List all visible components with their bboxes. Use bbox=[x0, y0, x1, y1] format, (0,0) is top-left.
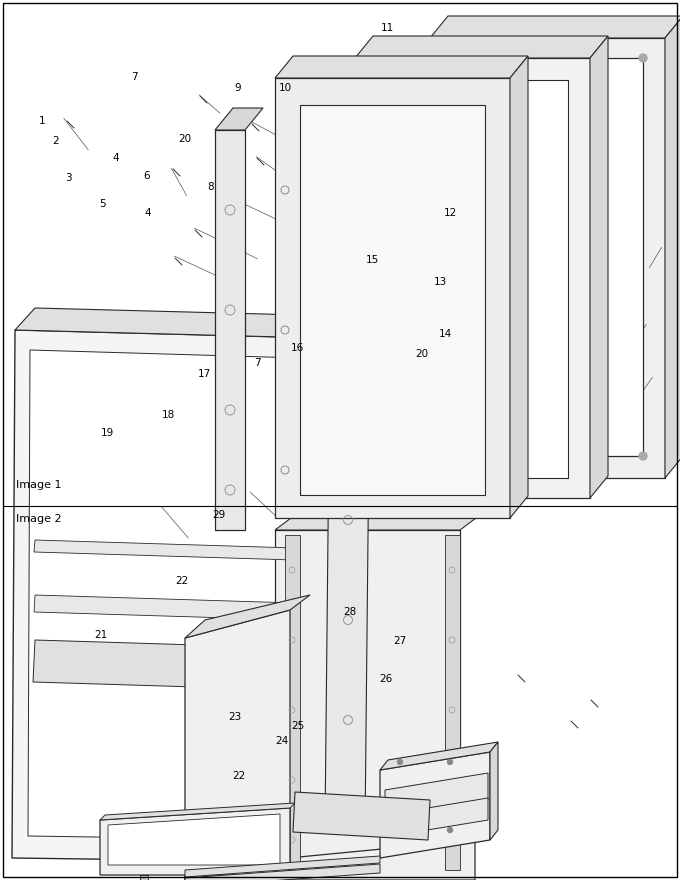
Polygon shape bbox=[325, 338, 370, 830]
Text: 2: 2 bbox=[52, 136, 59, 146]
Text: Image 1: Image 1 bbox=[16, 480, 61, 490]
Text: 16: 16 bbox=[291, 342, 305, 353]
Text: 1: 1 bbox=[39, 116, 46, 127]
Polygon shape bbox=[100, 803, 295, 820]
Polygon shape bbox=[300, 105, 485, 495]
Text: 17: 17 bbox=[197, 369, 211, 379]
Text: 21: 21 bbox=[94, 630, 107, 641]
Text: 6: 6 bbox=[143, 171, 150, 181]
Circle shape bbox=[447, 759, 452, 765]
Text: 22: 22 bbox=[233, 771, 246, 781]
Text: 4: 4 bbox=[145, 208, 152, 218]
Polygon shape bbox=[445, 535, 460, 870]
Polygon shape bbox=[490, 742, 498, 840]
Text: 24: 24 bbox=[275, 736, 289, 746]
Polygon shape bbox=[34, 595, 295, 620]
Text: 7: 7 bbox=[254, 357, 260, 368]
Text: 8: 8 bbox=[207, 181, 214, 192]
Polygon shape bbox=[285, 535, 300, 870]
Polygon shape bbox=[385, 773, 488, 817]
Polygon shape bbox=[275, 78, 510, 518]
Polygon shape bbox=[380, 752, 490, 858]
Text: 13: 13 bbox=[434, 276, 447, 287]
Polygon shape bbox=[430, 16, 680, 38]
Polygon shape bbox=[12, 330, 320, 862]
Text: 18: 18 bbox=[162, 410, 175, 421]
Polygon shape bbox=[34, 540, 295, 560]
Text: 26: 26 bbox=[379, 674, 393, 685]
Polygon shape bbox=[430, 38, 665, 478]
Polygon shape bbox=[15, 308, 340, 338]
Polygon shape bbox=[385, 798, 488, 837]
Polygon shape bbox=[590, 36, 608, 498]
Text: 27: 27 bbox=[393, 635, 407, 646]
Polygon shape bbox=[293, 792, 430, 840]
Circle shape bbox=[447, 827, 452, 832]
Text: 15: 15 bbox=[366, 254, 379, 265]
Polygon shape bbox=[185, 610, 290, 880]
Text: 9: 9 bbox=[235, 83, 241, 93]
Polygon shape bbox=[377, 80, 568, 478]
Circle shape bbox=[639, 452, 647, 460]
Circle shape bbox=[639, 54, 647, 62]
Text: 12: 12 bbox=[443, 208, 457, 218]
Text: 20: 20 bbox=[415, 348, 428, 359]
Polygon shape bbox=[355, 36, 608, 58]
Circle shape bbox=[398, 827, 403, 832]
Polygon shape bbox=[108, 814, 280, 865]
Polygon shape bbox=[665, 16, 680, 478]
Polygon shape bbox=[33, 640, 295, 690]
Polygon shape bbox=[28, 350, 300, 840]
Polygon shape bbox=[275, 530, 460, 875]
Circle shape bbox=[448, 54, 456, 62]
Polygon shape bbox=[215, 130, 245, 530]
Text: 3: 3 bbox=[65, 172, 71, 183]
Polygon shape bbox=[100, 808, 290, 875]
Text: 7: 7 bbox=[131, 72, 138, 83]
Polygon shape bbox=[275, 56, 528, 78]
Text: 23: 23 bbox=[228, 712, 241, 722]
Text: 4: 4 bbox=[112, 153, 119, 164]
Circle shape bbox=[448, 452, 456, 460]
Polygon shape bbox=[215, 108, 263, 130]
Text: 5: 5 bbox=[99, 199, 105, 209]
Polygon shape bbox=[355, 58, 590, 498]
Text: 29: 29 bbox=[212, 510, 226, 520]
Text: Image 2: Image 2 bbox=[16, 514, 62, 524]
Text: 11: 11 bbox=[381, 23, 394, 33]
Text: 10: 10 bbox=[279, 83, 292, 93]
Polygon shape bbox=[185, 840, 475, 880]
Text: 19: 19 bbox=[101, 428, 114, 438]
Polygon shape bbox=[380, 742, 498, 770]
Text: 22: 22 bbox=[175, 576, 189, 586]
Polygon shape bbox=[230, 875, 238, 880]
Text: 25: 25 bbox=[291, 721, 305, 731]
Polygon shape bbox=[140, 875, 148, 880]
Polygon shape bbox=[275, 515, 480, 530]
Text: 28: 28 bbox=[343, 606, 357, 617]
Text: 20: 20 bbox=[178, 134, 192, 144]
Text: 14: 14 bbox=[439, 329, 452, 340]
Polygon shape bbox=[185, 595, 310, 638]
Polygon shape bbox=[452, 58, 643, 456]
Polygon shape bbox=[510, 56, 528, 518]
Circle shape bbox=[398, 759, 403, 765]
Polygon shape bbox=[185, 864, 380, 880]
Polygon shape bbox=[185, 856, 380, 877]
